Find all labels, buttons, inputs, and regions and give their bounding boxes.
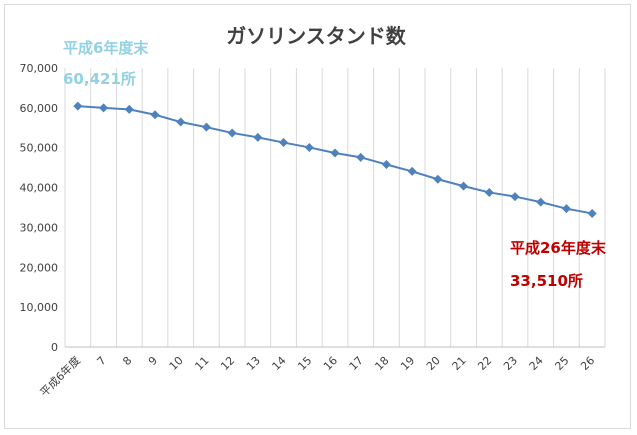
x-tick-label: 9 [146,354,160,368]
axis-layer: 0 10,000 20,000 30,000 40,000 50,000 60,000 70,… [20,62,605,399]
y-tick-label: 60,000 [20,102,59,115]
x-tick-label: 8 [120,354,134,368]
x-tick-label: 18 [372,354,391,373]
data-point-marker [279,138,289,148]
x-tick-label: 7 [95,354,109,368]
grid-layer [64,68,606,347]
data-point-marker [253,132,263,142]
x-tick-label: 20 [424,354,443,373]
x-tick-label: 25 [552,354,571,373]
x-tick-label: 22 [475,354,494,373]
data-point-marker [99,103,109,113]
data-point-marker [356,152,366,162]
data-point-marker [330,148,340,158]
data-point-marker [484,187,494,197]
x-tick-label: 19 [398,354,417,373]
data-point-marker [433,174,443,184]
data-point-marker [304,142,314,152]
data-point-marker [510,192,520,202]
y-tick-label: 0 [51,341,58,354]
start-annotation-line2: 60,421所 [63,70,136,88]
data-point-marker [381,159,391,169]
end-annotation-line2: 33,510所 [510,272,583,290]
x-tick-label: 16 [321,354,340,373]
y-tick-label: 10,000 [20,301,59,314]
x-tick-label: 24 [527,354,546,373]
y-tick-label: 20,000 [20,261,59,274]
data-point-marker [124,104,134,114]
data-point-marker [150,110,160,120]
chart-frame: ガソリンスタンド数 0 10,000 20,000 30,000 40,000 50,00… [4,4,631,429]
end-annotation-line1: 平成26年度末 [510,239,607,257]
start-annotation-line1: 平成6年度末 [63,39,149,57]
x-tick-label: 15 [295,354,314,373]
data-point-marker [73,101,83,111]
x-tick-label: 17 [347,354,366,373]
x-tick-label: 平成6年度 [37,353,83,399]
data-point-marker [227,128,237,138]
x-tick-label: 11 [192,354,211,373]
x-tick-label: 13 [244,354,263,373]
y-tick-label: 50,000 [20,142,59,155]
data-point-marker [201,122,211,132]
data-point-marker [587,208,597,218]
data-point-marker [176,117,186,127]
y-tick-label: 70,000 [20,62,59,75]
x-tick-label: 23 [501,354,520,373]
x-tick-label: 12 [218,354,237,373]
x-tick-label: 26 [578,354,597,373]
data-point-marker [407,166,417,176]
data-point-marker [536,197,546,207]
chart-title: ガソリンスタンド数 [226,24,407,48]
y-tick-label: 30,000 [20,221,59,234]
x-tick-label: 14 [270,354,289,373]
annotation-layer: 平成6年度末 60,421所 平成26年度末 33,510所 [63,39,607,290]
x-tick-label: 10 [167,354,186,373]
data-point-marker [561,204,571,214]
line-chart: ガソリンスタンド数 0 10,000 20,000 30,000 40,000 50,00… [20,24,607,399]
data-point-marker [459,181,469,191]
x-tick-label: 21 [450,354,469,373]
series-layer [73,101,597,218]
y-tick-label: 40,000 [20,182,59,195]
